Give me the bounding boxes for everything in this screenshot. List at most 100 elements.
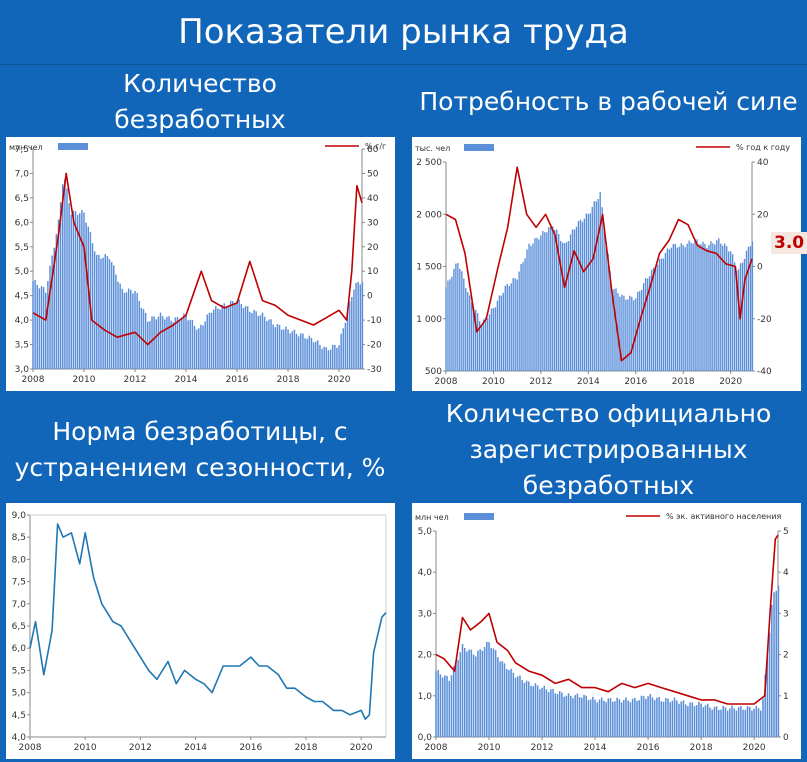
y-tick-label: 3,5 <box>15 341 29 351</box>
bar <box>649 694 652 737</box>
bar <box>502 292 505 371</box>
bar <box>338 345 340 369</box>
bar <box>755 705 758 737</box>
bar <box>521 680 523 737</box>
y-tick-label: 7,0 <box>15 169 30 179</box>
x-tick-label: 2018 <box>690 743 713 753</box>
bar <box>694 239 696 371</box>
x-tick-label: 2008 <box>22 375 45 385</box>
bar <box>321 348 323 369</box>
x-tick-label: 2020 <box>743 743 766 753</box>
x-tick-label: 2012 <box>531 743 554 753</box>
bar <box>708 244 710 371</box>
bar <box>607 698 610 737</box>
bar <box>614 701 616 737</box>
bar <box>467 292 469 371</box>
bar <box>579 219 582 371</box>
bar <box>642 696 645 737</box>
bar <box>151 316 153 369</box>
bar <box>575 226 578 371</box>
bar <box>484 317 487 371</box>
x-tick-label: 2014 <box>584 743 607 753</box>
bar <box>530 685 532 737</box>
bar <box>187 320 189 369</box>
bar <box>627 700 629 737</box>
y-right-tick-label: 50 <box>367 169 379 179</box>
y-right-tick-label: 4 <box>783 568 789 578</box>
bar <box>488 314 491 371</box>
bar <box>127 288 130 369</box>
bar <box>543 685 546 737</box>
bar <box>34 280 36 369</box>
bar <box>514 278 516 371</box>
bar <box>357 281 359 369</box>
bar <box>645 698 647 737</box>
bar <box>40 286 43 369</box>
bar <box>768 632 771 737</box>
bar <box>576 693 579 737</box>
bar <box>718 709 720 737</box>
bar <box>641 289 643 371</box>
bar <box>684 704 687 737</box>
bar <box>293 329 296 369</box>
y-right-tick-label: 10 <box>367 267 379 277</box>
bar <box>64 179 66 369</box>
bar <box>714 244 716 371</box>
bar <box>616 697 618 737</box>
bar <box>550 224 552 371</box>
bar <box>572 698 574 737</box>
panel-title-line: Количество официально <box>445 399 772 428</box>
bar <box>525 680 528 737</box>
bar <box>528 243 530 371</box>
bar <box>461 643 464 737</box>
bar <box>547 691 550 737</box>
bar <box>91 243 94 369</box>
bar <box>658 258 661 371</box>
y-tick-label: 4,0 <box>418 568 433 578</box>
bar <box>607 253 609 371</box>
bar <box>567 693 570 737</box>
bar <box>317 340 319 369</box>
bar <box>144 312 147 369</box>
bar <box>662 258 665 371</box>
bar <box>678 246 680 371</box>
bar <box>589 699 592 737</box>
bar <box>166 316 168 369</box>
x-tick-label: 2014 <box>184 743 207 753</box>
x-tick-label: 2016 <box>637 743 660 753</box>
y-right-tick-label: 5 <box>783 527 789 537</box>
bar <box>688 240 690 371</box>
bar <box>204 321 206 369</box>
bar <box>735 710 738 737</box>
bar <box>656 697 658 737</box>
bar <box>463 278 465 371</box>
bar <box>520 264 522 371</box>
bar <box>450 675 453 737</box>
bar <box>619 296 621 371</box>
bar <box>623 295 625 371</box>
bar <box>246 306 249 369</box>
bar <box>656 264 659 371</box>
bar <box>706 703 709 737</box>
y-right-tick-label: -30 <box>367 365 382 375</box>
bar <box>574 695 576 737</box>
bar <box>587 213 590 371</box>
bar <box>206 314 209 369</box>
bar <box>505 669 508 737</box>
bar <box>647 696 649 737</box>
bar <box>611 289 613 371</box>
bar <box>593 201 595 371</box>
legend-bar-swatch <box>464 144 494 151</box>
bar <box>486 318 489 371</box>
bar <box>198 328 200 369</box>
bar <box>583 694 585 737</box>
bar <box>138 301 141 369</box>
bar <box>79 213 81 369</box>
bar <box>522 262 524 371</box>
bar <box>583 218 586 371</box>
bar <box>479 649 481 737</box>
bar <box>775 590 778 737</box>
bar <box>504 285 506 371</box>
y-right-tick-label: 40 <box>757 158 769 168</box>
bar <box>98 254 100 369</box>
